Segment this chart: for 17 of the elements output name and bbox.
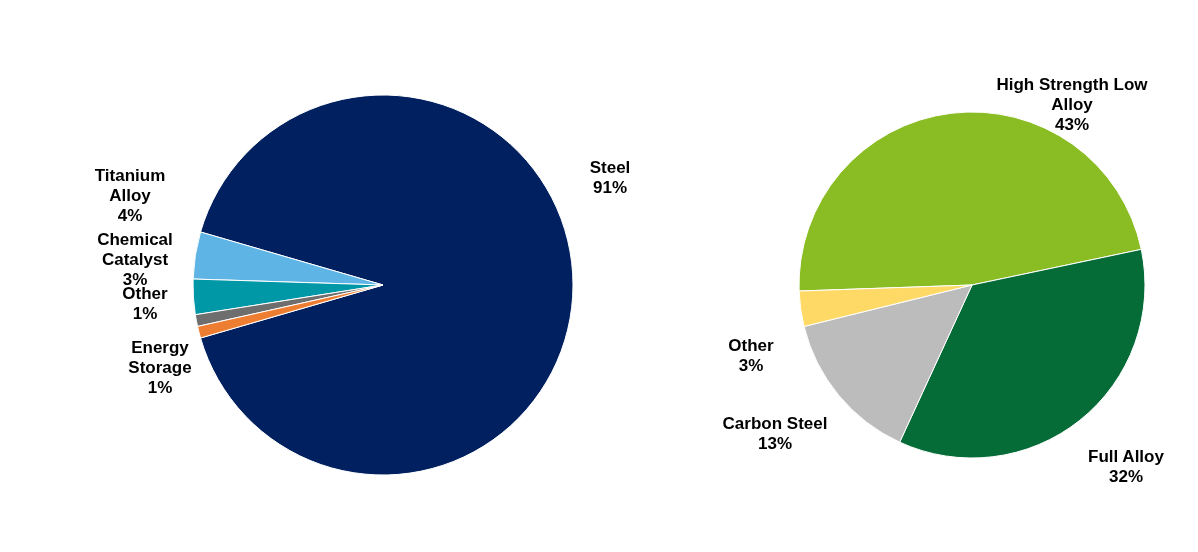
data-label: 4% xyxy=(117,206,143,225)
data-label: 3% xyxy=(738,356,764,375)
slice-label: High Strength Low Alloy xyxy=(996,75,1149,114)
data-label: 32% xyxy=(1108,467,1144,486)
slice-label: Other xyxy=(728,336,775,355)
data-label: 43% xyxy=(1054,115,1090,134)
slice-label: Full Alloy xyxy=(1088,447,1165,466)
slice-label: Titanium Alloy xyxy=(94,166,166,205)
slice-label: Chemical Catalyst xyxy=(97,230,173,269)
data-label: 1% xyxy=(132,304,158,323)
slice-label: Carbon Steel xyxy=(722,414,828,433)
slice-label: Steel xyxy=(589,158,631,177)
data-label: 13% xyxy=(757,434,793,453)
slice-label: Energy Storage xyxy=(128,338,192,377)
slice-label: Other xyxy=(122,284,169,303)
data-label: 91% xyxy=(592,178,628,197)
data-label: 1% xyxy=(147,378,173,397)
